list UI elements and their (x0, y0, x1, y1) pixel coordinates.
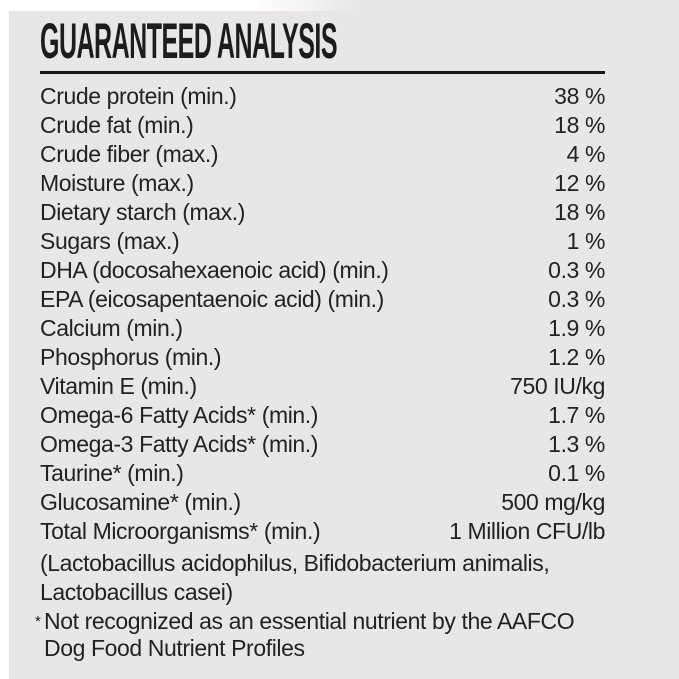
table-row: Dietary starch (max.) 18 % (40, 198, 605, 227)
row-label: Omega-3 Fatty Acids* (min.) (40, 431, 319, 457)
title-divider (40, 71, 605, 74)
row-label: Crude fat (min.) (40, 112, 194, 138)
row-label: Calcium (min.) (40, 315, 183, 341)
table-row: Omega-3 Fatty Acids* (min.) 1.3 % (40, 430, 605, 459)
row-label: Moisture (max.) (40, 170, 194, 196)
row-value: 1.7 % (548, 402, 605, 428)
row-label: Omega-6 Fatty Acids* (min.) (40, 402, 319, 428)
row-value: 4 % (566, 141, 606, 167)
footnote-asterisk: * (35, 613, 41, 630)
table-row: Glucosamine* (min.) 500 mg/kg (40, 488, 605, 517)
row-value: 1.3 % (548, 431, 605, 457)
microorganisms-note: (Lactobacillus acidophilus, Bifidobacter… (40, 549, 630, 607)
row-value: 1 Million CFU/lb (449, 518, 605, 544)
table-row: Vitamin E (min.) 750 IU/kg (40, 372, 605, 401)
row-label: Total Microorganisms* (min.) (40, 518, 321, 544)
table-row: Crude protein (min.) 38 % (40, 82, 605, 111)
row-value: 1.9 % (548, 315, 605, 341)
row-value: 1 % (566, 228, 606, 254)
aafco-footnote-line-2: Dog Food Nutrient Profiles (44, 635, 305, 661)
left-white-edge (0, 0, 9, 679)
table-row: Sugars (max.) 1 % (40, 227, 605, 256)
table-row: Taurine* (min.) 0.1 % (40, 459, 605, 488)
row-value: 38 % (554, 83, 605, 109)
row-value: 500 mg/kg (501, 489, 605, 515)
row-label: Phosphorus (min.) (40, 344, 222, 370)
aafco-footnote: * Not recognized as an essential nutrien… (35, 608, 634, 662)
row-label: Dietary starch (max.) (40, 199, 246, 225)
row-value: 12 % (554, 170, 605, 196)
table-row: Phosphorus (min.) 1.2 % (40, 343, 605, 372)
row-label: Taurine* (min.) (40, 460, 184, 486)
row-label: Sugars (max.) (40, 228, 180, 254)
table-row: DHA (docosahexaenoic acid) (min.) 0.3 % (40, 256, 605, 285)
table-row: Omega-6 Fatty Acids* (min.) 1.7 % (40, 401, 605, 430)
table-row: Moisture (max.) 12 % (40, 169, 605, 198)
analysis-table: Crude protein (min.) 38 % Crude fat (min… (40, 82, 605, 546)
row-value: 1.2 % (548, 344, 605, 370)
row-value: 750 IU/kg (510, 373, 605, 399)
row-value: 0.3 % (548, 286, 605, 312)
table-row: Calcium (min.) 1.9 % (40, 314, 605, 343)
top-white-edge (0, 0, 360, 11)
row-value: 18 % (554, 112, 605, 138)
row-label: Crude fiber (max.) (40, 141, 219, 167)
table-row: Crude fiber (max.) 4 % (40, 140, 605, 169)
row-label: Vitamin E (min.) (40, 373, 197, 399)
table-row: Total Microorganisms* (min.) 1 Million C… (40, 517, 605, 546)
page-title: GUARANTEED ANALYSIS (40, 13, 338, 69)
table-row: Crude fat (min.) 18 % (40, 111, 605, 140)
row-label: EPA (eicosapentaenoic acid) (min.) (40, 286, 384, 312)
row-label: Crude protein (min.) (40, 83, 237, 109)
microorganisms-note-line-2: Lactobacillus casei) (40, 579, 233, 605)
row-value: 0.3 % (548, 257, 605, 283)
row-value: 0.1 % (548, 460, 605, 486)
row-label: Glucosamine* (min.) (40, 489, 241, 515)
aafco-footnote-line-1: Not recognized as an essential nutrient … (44, 608, 575, 634)
row-value: 18 % (554, 199, 605, 225)
table-row: EPA (eicosapentaenoic acid) (min.) 0.3 % (40, 285, 605, 314)
microorganisms-note-line-1: (Lactobacillus acidophilus, Bifidobacter… (40, 550, 550, 576)
row-label: DHA (docosahexaenoic acid) (min.) (40, 257, 389, 283)
